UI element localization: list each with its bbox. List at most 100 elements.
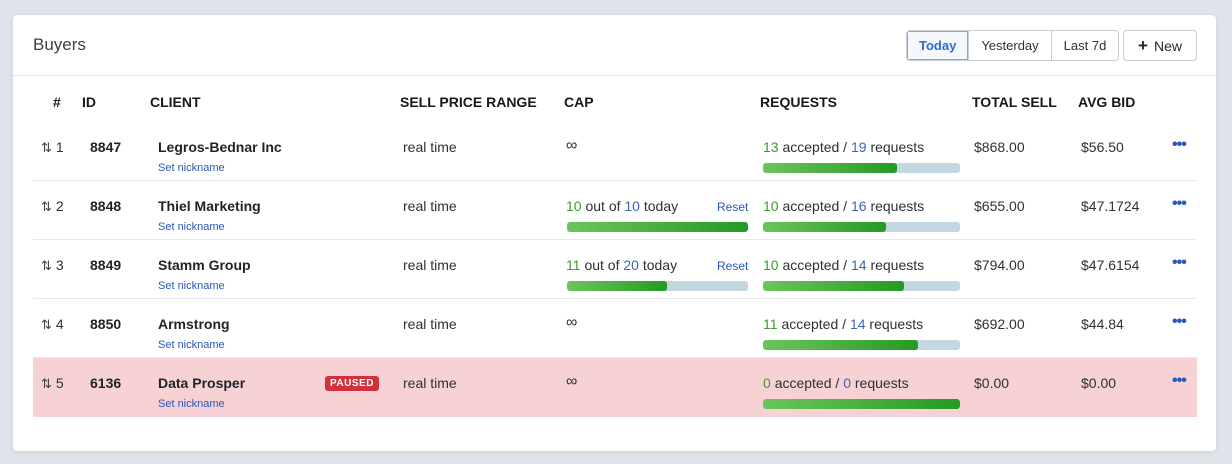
avg-bid: $47.1724: [1081, 198, 1140, 214]
buyer-id: 8847: [90, 139, 122, 155]
requests-accepted-label: accepted /: [781, 316, 847, 332]
requests-total-label: requests: [870, 257, 925, 273]
tab-last-7d[interactable]: Last 7d: [1051, 31, 1119, 60]
table-row: ⇅ 1 8847 Legros-Bednar Inc Set nickname r…: [33, 122, 1197, 181]
new-buyer-button[interactable]: + New: [1123, 30, 1197, 61]
buyer-id: 8849: [90, 257, 122, 273]
col-total-sell: TOTAL SELL: [972, 94, 1057, 110]
cap-out-of: out of: [585, 198, 621, 214]
requests-accepted: 10: [763, 257, 779, 273]
ellipsis-icon[interactable]: •••: [1172, 195, 1187, 212]
sort-arrows-icon[interactable]: ⇅: [41, 258, 52, 273]
ellipsis-icon[interactable]: •••: [1172, 313, 1187, 330]
table-row: ⇅ 4 8850 Armstrong Set nickname real time…: [33, 299, 1197, 358]
cap-progress-bar: [567, 222, 748, 232]
cap-used: 10: [566, 198, 582, 214]
sell-price-range: real time: [403, 198, 457, 214]
requests-progress-bar: [763, 163, 960, 173]
ellipsis-icon[interactable]: •••: [1172, 254, 1187, 271]
set-nickname-link[interactable]: Set nickname: [158, 221, 225, 233]
ellipsis-icon[interactable]: •••: [1172, 372, 1187, 389]
col-avg-bid: AVG BID: [1078, 94, 1136, 110]
col-id: ID: [82, 94, 96, 110]
requests-text: 10 accepted / 14 requests: [763, 257, 924, 273]
requests-progress-bar: [763, 399, 960, 409]
set-nickname-link[interactable]: Set nickname: [158, 162, 225, 174]
requests-accepted: 11: [763, 316, 778, 332]
requests-total-label: requests: [854, 375, 909, 391]
cap-reset-link[interactable]: Reset: [717, 259, 749, 273]
buyer-id: 8848: [90, 198, 122, 214]
ellipsis-icon[interactable]: •••: [1172, 136, 1187, 153]
requests-accepted-label: accepted /: [774, 375, 840, 391]
rank-cell[interactable]: ⇅ 4: [41, 316, 64, 333]
requests-accepted-label: accepted /: [782, 139, 848, 155]
sell-price-range: real time: [403, 139, 457, 155]
cap-text: 11 out of 20 today: [566, 257, 677, 273]
set-nickname-link[interactable]: Set nickname: [158, 339, 225, 351]
cap-infinite: ∞: [566, 373, 578, 390]
table-row: ⇅ 3 8849 Stamm Group Set nickname real ti…: [33, 240, 1197, 299]
requests-accepted-label: accepted /: [782, 198, 848, 214]
sell-price-range: real time: [403, 375, 457, 391]
requests-progress-fill: [763, 399, 960, 409]
requests-accepted: 13: [763, 139, 779, 155]
requests-total-label: requests: [870, 198, 925, 214]
sort-arrows-icon[interactable]: ⇅: [41, 376, 52, 391]
cap-period: today: [642, 257, 678, 273]
table-row: ⇅ 2 8848 Thiel Marketing Set nickname rea…: [33, 181, 1197, 240]
requests-text: 13 accepted / 19 requests: [763, 139, 924, 155]
plus-icon: +: [1138, 36, 1148, 55]
total-sell: $0.00: [974, 375, 1010, 391]
tab-yesterday[interactable]: Yesterday: [969, 31, 1052, 60]
cap-progress-fill: [567, 222, 748, 232]
rank-cell[interactable]: ⇅ 2: [41, 198, 64, 215]
sort-arrows-icon[interactable]: ⇅: [41, 317, 52, 332]
cap-infinite: ∞: [566, 314, 578, 331]
client-name[interactable]: Stamm Group: [158, 257, 251, 273]
cap-progress-bar: [567, 281, 748, 291]
rank-number: 4: [55, 316, 64, 332]
cap-used: 11: [566, 257, 581, 273]
col-client: CLIENT: [150, 94, 201, 110]
client-name[interactable]: Armstrong: [158, 316, 230, 332]
total-sell: $794.00: [974, 257, 1025, 273]
requests-progress-fill: [763, 340, 918, 350]
set-nickname-link[interactable]: Set nickname: [158, 398, 225, 410]
sort-arrows-icon[interactable]: ⇅: [41, 140, 52, 155]
rank-cell[interactable]: ⇅ 1: [41, 139, 64, 156]
rank-number: 1: [55, 139, 64, 155]
requests-total: 14: [850, 257, 867, 273]
col-rank: #: [53, 94, 61, 110]
status-badge: PAUSED: [325, 376, 379, 391]
col-requests: REQUESTS: [760, 94, 838, 110]
avg-bid: $47.6154: [1081, 257, 1140, 273]
requests-total: 14: [849, 316, 866, 332]
client-name[interactable]: Data Prosper: [158, 375, 246, 391]
requests-progress-bar: [763, 281, 960, 291]
client-name[interactable]: Legros-Bednar Inc: [158, 139, 282, 155]
cap-out-of: out of: [584, 257, 620, 273]
cap-limit: 10: [624, 198, 640, 214]
requests-progress-fill: [763, 163, 897, 173]
tab-today[interactable]: Today: [907, 31, 970, 60]
cap-reset-link[interactable]: Reset: [717, 200, 749, 214]
total-sell: $868.00: [974, 139, 1025, 155]
requests-progress-bar: [763, 222, 960, 232]
table-row: ⇅ 5 6136 Data Prosper Set nickname PAUSED…: [33, 358, 1197, 417]
requests-progress-fill: [763, 222, 887, 232]
requests-accepted-label: accepted /: [782, 257, 848, 273]
buyers-card: Buyers Today Yesterday Last 7d + New # I…: [12, 14, 1217, 452]
cap-infinite: ∞: [566, 137, 578, 154]
sell-price-range: real time: [403, 257, 457, 273]
requests-total-label: requests: [870, 139, 925, 155]
sort-arrows-icon[interactable]: ⇅: [41, 199, 52, 214]
rank-cell[interactable]: ⇅ 3: [41, 257, 64, 274]
client-name[interactable]: Thiel Marketing: [158, 198, 261, 214]
new-button-label: New: [1153, 37, 1182, 54]
requests-total: 16: [850, 198, 867, 214]
avg-bid: $0.00: [1081, 375, 1117, 391]
total-sell: $655.00: [974, 198, 1025, 214]
set-nickname-link[interactable]: Set nickname: [158, 280, 225, 292]
rank-cell[interactable]: ⇅ 5: [41, 375, 64, 392]
